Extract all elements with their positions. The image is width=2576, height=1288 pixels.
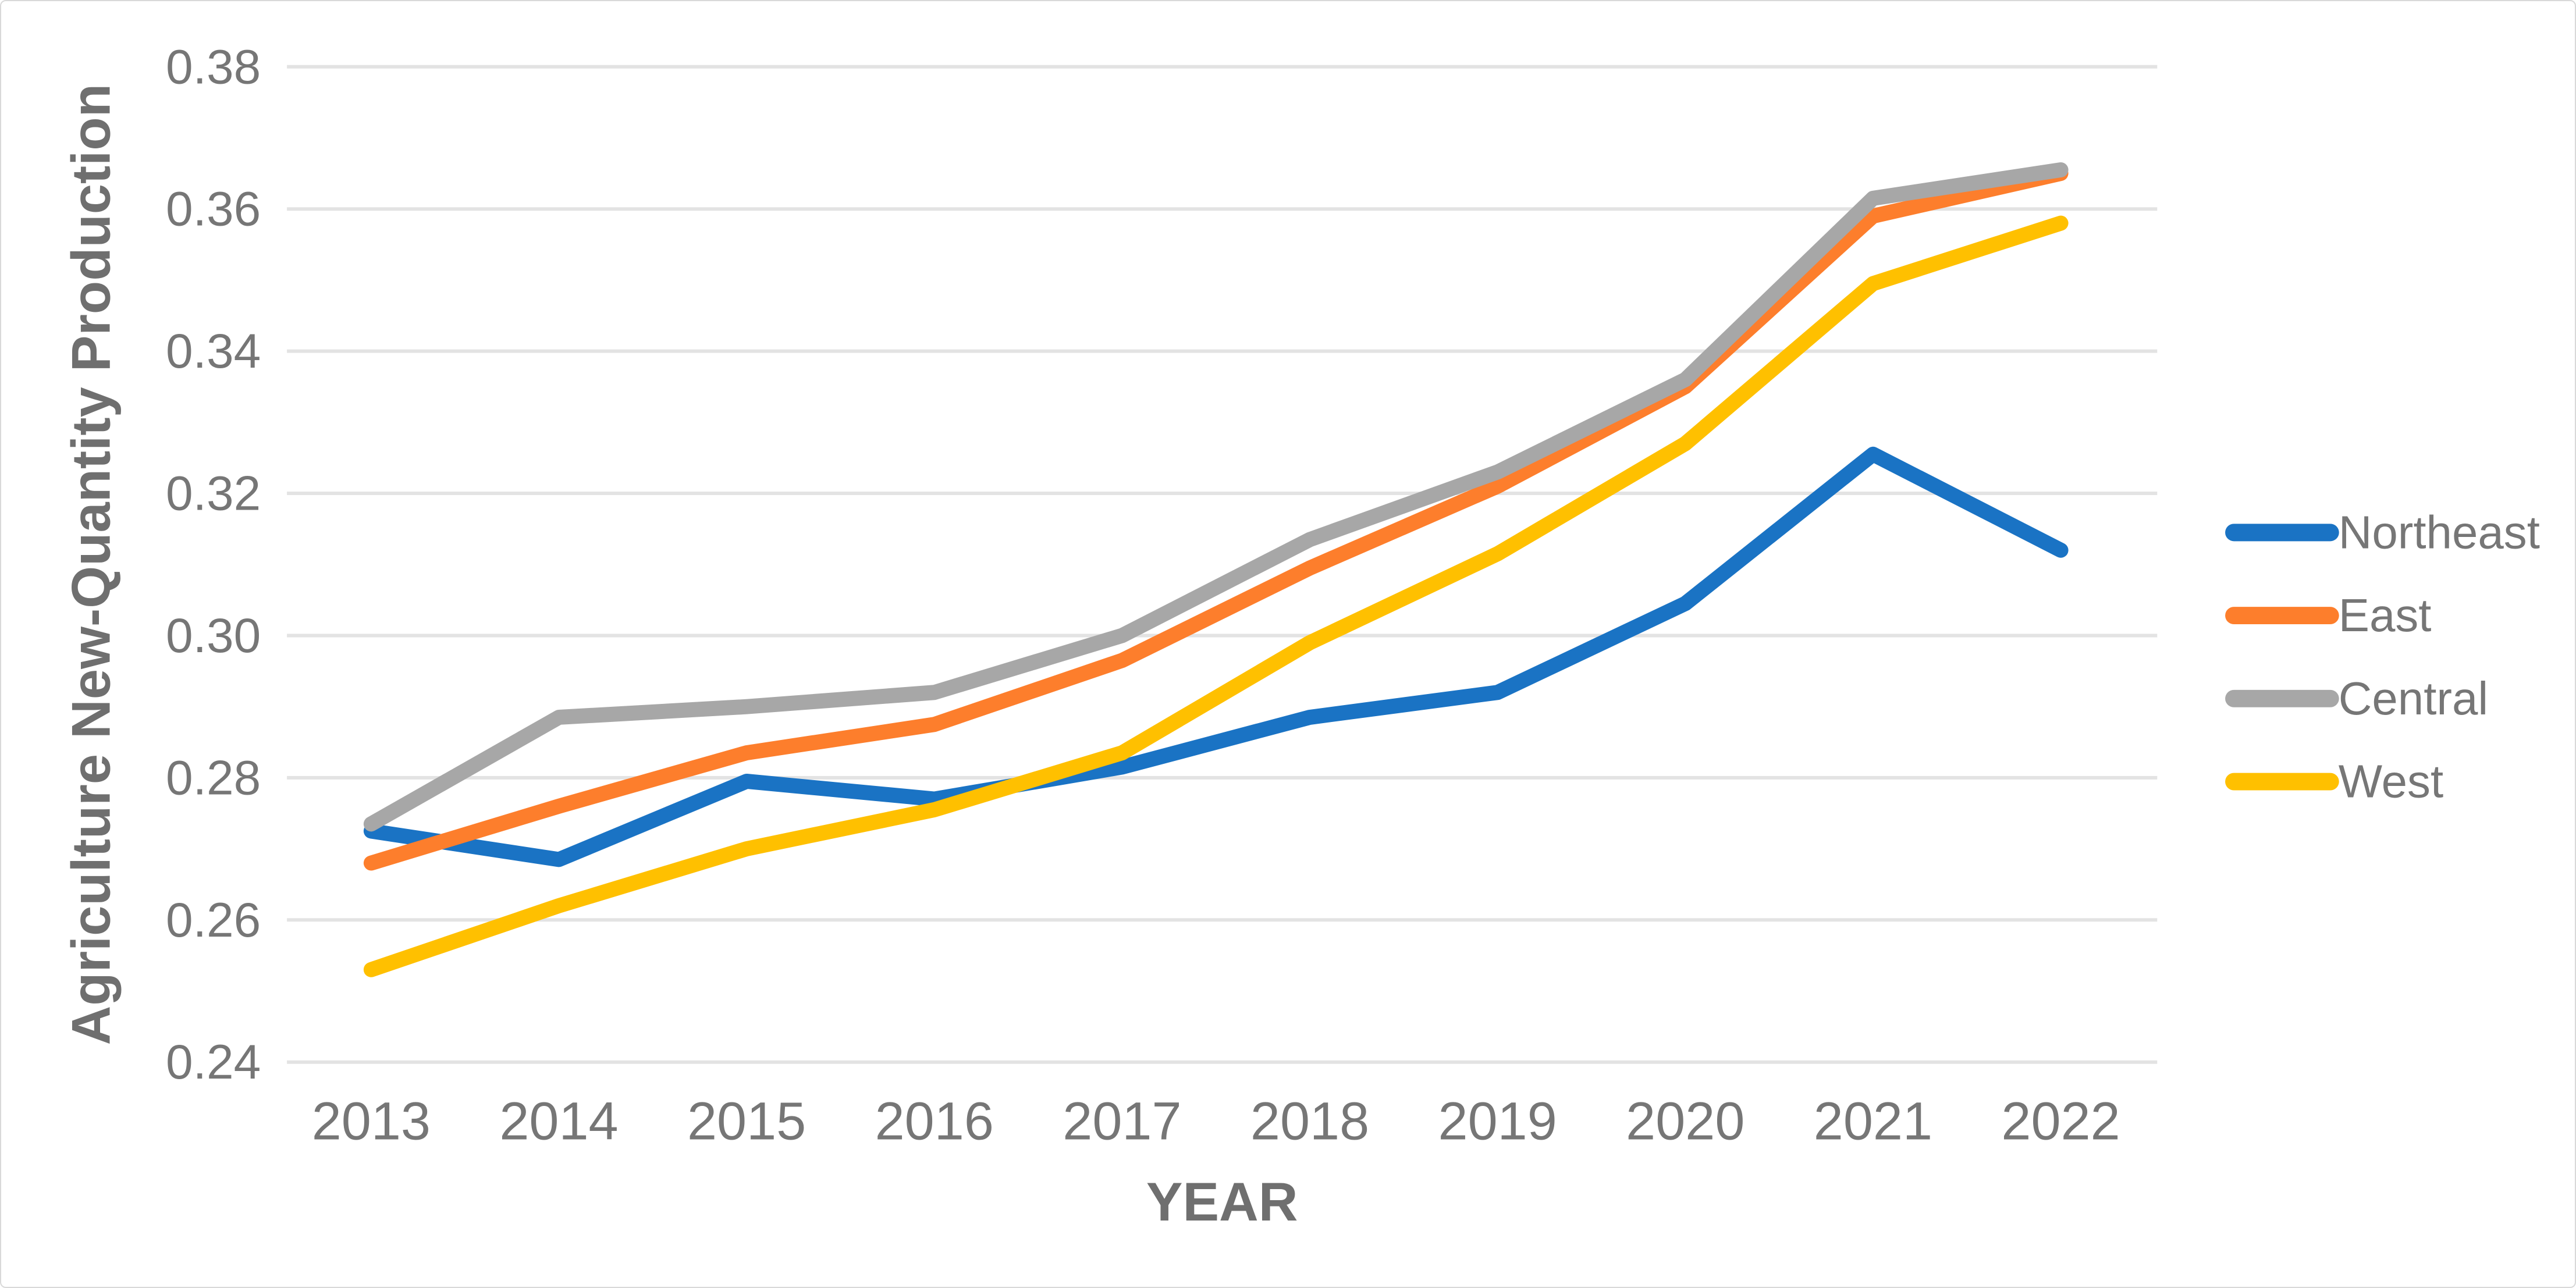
y-tick-label: 0.24	[166, 1034, 261, 1089]
x-tick-label: 2013	[312, 1091, 431, 1151]
x-tick-label: 2017	[1063, 1091, 1181, 1151]
legend-item-east: East	[2225, 589, 2432, 641]
series-line-central	[363, 162, 2069, 832]
y-axis-title: Agriculture New-Quantity Production	[61, 84, 122, 1045]
legend-label-central: Central	[2339, 673, 2488, 724]
x-axis-title: YEAR	[1146, 1171, 1298, 1232]
x-tick-label: 2020	[1626, 1091, 1744, 1151]
series-lines	[363, 162, 2069, 977]
y-tick-label: 0.36	[166, 182, 261, 236]
legend-label-northeast: Northeast	[2339, 506, 2540, 558]
legend: Northeast East Central West	[2225, 506, 2540, 807]
x-tick-label: 2018	[1250, 1091, 1369, 1151]
x-axis-tick-labels: 2013 2014 2015 2016 2017 2018 2019 2020 2021 2022	[312, 1091, 2120, 1151]
series-line-northeast	[363, 446, 2069, 867]
y-tick-label: 0.26	[166, 892, 261, 947]
y-axis-tick-labels: 0.38 0.36 0.34 0.32 0.30 0.28 0.26 0.24	[166, 39, 261, 1089]
series-line-east	[363, 166, 2069, 871]
x-tick-label: 2022	[2001, 1091, 2120, 1151]
y-tick-label: 0.34	[166, 323, 261, 378]
legend-item-west: West	[2225, 756, 2443, 807]
series-line-west	[363, 215, 2069, 977]
x-tick-label: 2014	[499, 1091, 618, 1151]
x-tick-label: 2015	[687, 1091, 806, 1151]
legend-label-west: West	[2339, 756, 2443, 807]
gridlines	[287, 65, 2158, 1064]
legend-item-central: Central	[2225, 673, 2488, 724]
x-tick-label: 2016	[875, 1091, 994, 1151]
y-tick-label: 0.32	[166, 466, 261, 521]
x-tick-label: 2021	[1814, 1091, 1932, 1151]
y-tick-label: 0.30	[166, 608, 261, 663]
y-tick-label: 0.38	[166, 39, 261, 94]
legend-item-northeast: Northeast	[2225, 506, 2540, 558]
x-tick-label: 2019	[1438, 1091, 1557, 1151]
legend-label-east: East	[2339, 589, 2432, 641]
y-tick-label: 0.28	[166, 750, 261, 805]
